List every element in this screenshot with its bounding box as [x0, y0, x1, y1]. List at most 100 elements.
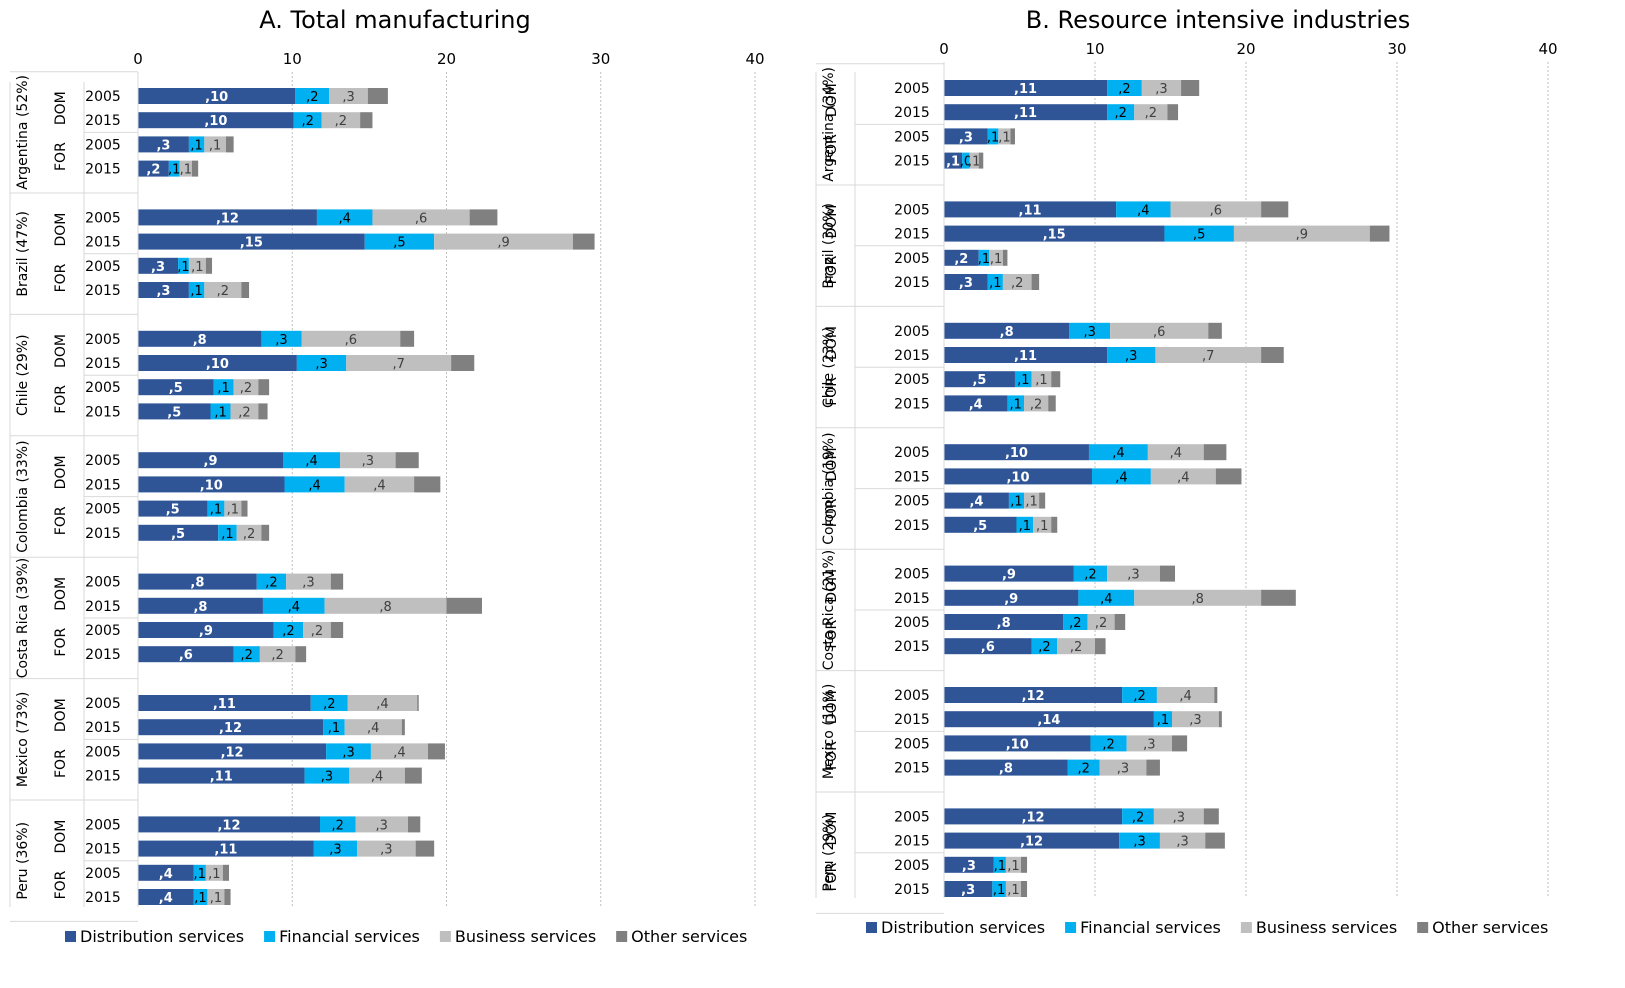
data-label: ,11 [210, 770, 233, 785]
bar-segment-distribution [138, 719, 324, 736]
data-label: ,3 [321, 770, 333, 785]
bar-segment-distribution [138, 112, 294, 129]
bar-segment-business [1159, 832, 1206, 849]
bar-segment-financial [993, 856, 1006, 873]
data-label: ,2 [1077, 762, 1089, 777]
year-label: 2005 [894, 129, 930, 145]
owner-label: FOR [824, 134, 840, 163]
data-label: ,2 [1084, 568, 1096, 583]
owner-label: FOR [824, 498, 840, 527]
data-label: ,1 [1035, 373, 1047, 388]
year-label: 2005 [894, 324, 930, 340]
bar-segment-business [1005, 881, 1022, 897]
data-label: ,5 [393, 236, 405, 251]
data-label: ,1 [1157, 713, 1169, 728]
bar-segment-financial [188, 136, 205, 153]
bar-segment-business [357, 840, 416, 857]
bar-segment-distribution [138, 840, 314, 857]
data-label: ,1 [1007, 883, 1019, 898]
country-label: Mexico (11%) [821, 684, 837, 779]
data-label: ,2 [1011, 276, 1023, 291]
data-label: ,4 [371, 770, 383, 785]
owner-label: DOM [824, 326, 840, 360]
year-label: 2015 [894, 882, 930, 898]
bar-segment-other [241, 500, 248, 517]
bar-segment-other [1205, 832, 1225, 849]
year-label: 2015 [85, 769, 121, 785]
year-label: 2005 [894, 202, 930, 218]
data-label: ,1 [191, 260, 203, 275]
data-label: ,3 [961, 883, 975, 898]
country-label: Peru (29%) [821, 814, 837, 892]
legend-label: Business services [1256, 918, 1397, 937]
bar-segment-financial [1164, 225, 1234, 242]
bar-segment-other [469, 209, 498, 226]
bar-segment-business [179, 160, 192, 177]
data-label: ,4 [1170, 446, 1182, 461]
bar-segment-financial [273, 622, 304, 638]
bar-segment-other [1215, 468, 1242, 485]
bar-segment-distribution [138, 330, 262, 347]
bar-segment-financial [1107, 104, 1135, 121]
legend-label: Distribution services [80, 927, 244, 946]
year-label: 2015 [894, 469, 930, 485]
bar-segment-financial [233, 646, 260, 663]
bar-segment-other [1261, 589, 1296, 606]
year-label: 2015 [85, 890, 121, 906]
data-label: ,4 [969, 495, 983, 510]
data-label: ,1 [990, 252, 1002, 267]
bar-segment-other [1261, 201, 1289, 218]
data-label: ,12 [1020, 835, 1043, 850]
year-label: 2015 [85, 599, 121, 615]
data-label: ,7 [1202, 349, 1214, 364]
bar-segment-business [969, 152, 979, 169]
bar-segment-other [1031, 274, 1040, 290]
data-label: ,1 [946, 155, 960, 170]
bar-segment-financial [962, 152, 970, 169]
data-label: ,3 [962, 859, 976, 874]
data-label: ,3 [1125, 349, 1137, 364]
bar-segment-financial [326, 743, 371, 760]
owner-label: DOM [53, 577, 69, 611]
bar-segment-financial [1088, 444, 1148, 461]
year-label: 2005 [85, 744, 121, 760]
data-label: ,5 [1193, 228, 1205, 243]
data-label: ,10 [200, 478, 223, 493]
data-label: ,2 [311, 624, 323, 639]
data-label: ,0 [960, 155, 972, 170]
bar-segment-business [207, 889, 225, 905]
data-label: ,9 [1296, 228, 1308, 243]
bar-segment-other [1010, 128, 1015, 145]
bar-segment-financial [1007, 395, 1025, 412]
data-label: ,6 [1210, 203, 1222, 218]
bar-segment-financial [304, 767, 350, 784]
bar-segment-other [401, 719, 405, 736]
data-label: ,4 [1177, 470, 1189, 485]
bar-segment-financial [256, 573, 287, 590]
data-label: ,2 [271, 648, 283, 663]
bar-segment-financial [987, 274, 1003, 290]
bar-segment-other [404, 767, 422, 784]
data-label: ,2 [1038, 640, 1050, 655]
bar-segment-business [989, 249, 1003, 266]
bar-segment-business [324, 597, 447, 614]
bar-segment-business [301, 330, 401, 347]
bar-segment-business [329, 88, 368, 104]
year-label: 2015 [85, 720, 121, 736]
data-label: ,9 [497, 236, 509, 251]
bar-segment-distribution [138, 282, 189, 298]
bar-segment-other [367, 88, 388, 104]
year-label: 2005 [894, 81, 930, 97]
x-tick-label: 0 [939, 40, 949, 58]
year-label: 2005 [85, 817, 121, 833]
bar-segment-distribution [138, 209, 317, 226]
data-label: ,1 [328, 721, 340, 736]
bar-segment-financial [323, 719, 345, 736]
data-label: ,3 [1084, 325, 1096, 340]
data-label: ,14 [1037, 713, 1060, 728]
bar-segment-distribution [138, 864, 194, 881]
year-label: 2005 [85, 502, 121, 518]
bar-segment-other [222, 864, 230, 881]
bar-segment-business [1031, 371, 1052, 388]
